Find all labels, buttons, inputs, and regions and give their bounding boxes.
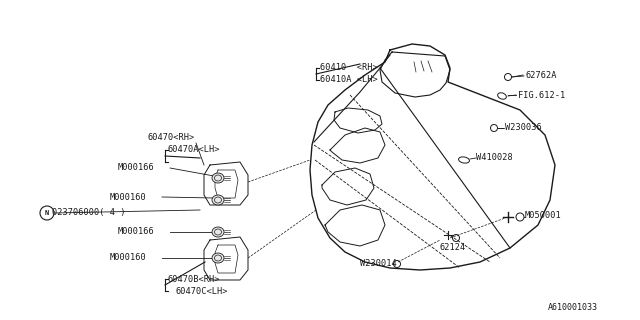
Ellipse shape (212, 253, 224, 263)
Text: 60410A <LH>: 60410A <LH> (320, 76, 378, 84)
Text: M000166: M000166 (118, 228, 155, 236)
Text: A610001033: A610001033 (548, 303, 598, 313)
Text: W410028: W410028 (476, 154, 513, 163)
Ellipse shape (212, 173, 224, 183)
Text: FIG.612-1: FIG.612-1 (518, 91, 565, 100)
Text: M050001: M050001 (525, 212, 562, 220)
Text: M000160: M000160 (110, 253, 147, 262)
Ellipse shape (212, 227, 224, 237)
Text: N: N (45, 210, 49, 216)
Text: M000160: M000160 (110, 193, 147, 202)
Text: 60470B<RH>: 60470B<RH> (168, 275, 221, 284)
Text: W230036: W230036 (505, 124, 541, 132)
Text: W230014: W230014 (360, 259, 397, 268)
Ellipse shape (212, 195, 224, 205)
Text: 60470<RH>: 60470<RH> (148, 133, 195, 142)
Text: 60470A<LH>: 60470A<LH> (168, 146, 221, 155)
Text: M000166: M000166 (118, 164, 155, 172)
Text: 62124: 62124 (440, 244, 467, 252)
Text: 023706000( 4 ): 023706000( 4 ) (52, 209, 125, 218)
Text: 60410  <RH>: 60410 <RH> (320, 63, 378, 73)
Text: 62762A: 62762A (526, 70, 557, 79)
Text: 60470C<LH>: 60470C<LH> (175, 286, 227, 295)
